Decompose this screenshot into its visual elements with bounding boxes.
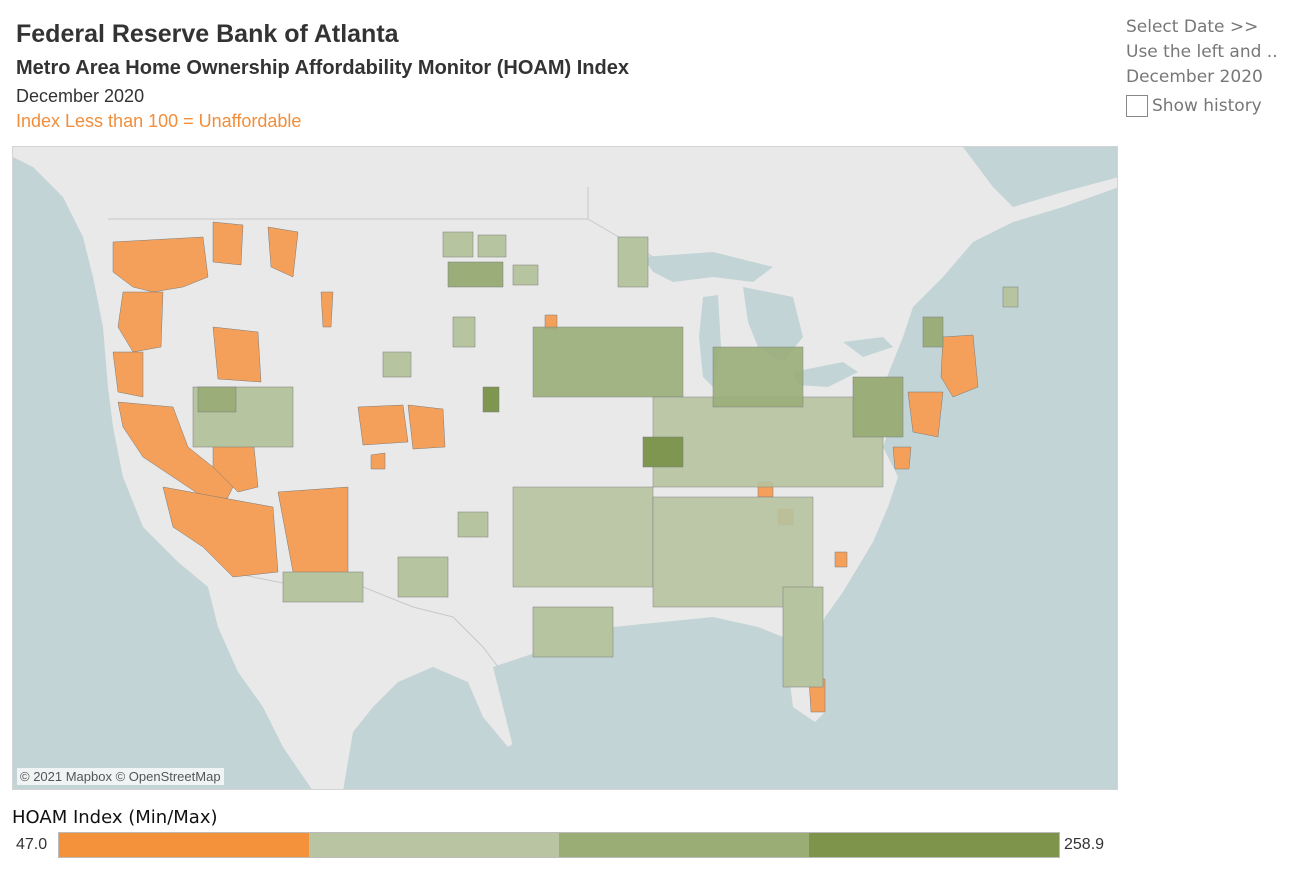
legend-swatch-unaffordable — [59, 833, 309, 857]
affordable-metros[interactable] — [192, 231, 1019, 688]
metro-area[interactable] — [447, 261, 504, 288]
great-lakes — [643, 252, 893, 387]
land-mass — [13, 147, 1117, 789]
report-date: December 2020 — [16, 86, 145, 106]
metro-area[interactable] — [320, 291, 334, 328]
metro-area[interactable] — [782, 586, 824, 688]
map-view[interactable]: © 2021 Mapbox © OpenStreetMap — [12, 146, 1118, 790]
metro-area[interactable] — [457, 511, 489, 538]
show-history-toggle[interactable]: Show history — [1126, 93, 1284, 118]
metro-area[interactable] — [357, 404, 409, 446]
gulf-of-mexico — [493, 625, 788, 789]
metro-area[interactable] — [162, 486, 279, 578]
metro-area[interactable] — [532, 606, 614, 658]
metro-area[interactable] — [382, 351, 412, 378]
metro-area[interactable] — [482, 386, 500, 413]
mountain-metros[interactable] — [357, 314, 558, 470]
show-history-label: Show history — [1152, 95, 1262, 116]
metro-area[interactable] — [652, 396, 884, 488]
metro-area[interactable] — [512, 264, 539, 286]
legend-swatch-light — [309, 833, 559, 857]
select-date-label[interactable]: Select Date >> — [1126, 17, 1259, 37]
metro-area[interactable] — [940, 334, 979, 398]
metro-area[interactable] — [892, 446, 912, 470]
metro-area[interactable] — [922, 316, 944, 348]
legend-title: HOAM Index (Min/Max) — [12, 807, 218, 828]
legend-min-value: 47.0 — [16, 836, 48, 853]
show-history-checkbox[interactable] — [1126, 94, 1148, 117]
hudson-bay — [963, 147, 1117, 207]
map-attribution: © 2021 Mapbox © OpenStreetMap — [17, 768, 224, 785]
legend-swatch-mid — [559, 833, 809, 857]
metro-area[interactable] — [532, 326, 684, 398]
metro-area[interactable] — [112, 351, 144, 398]
metro-area[interactable] — [512, 486, 654, 588]
metro-area[interactable] — [907, 391, 944, 438]
legend-swatch-dark — [809, 833, 1059, 857]
metro-area[interactable] — [477, 234, 507, 258]
metro-area[interactable] — [397, 556, 449, 598]
baja-peninsula — [228, 572, 313, 757]
current-date-value[interactable]: December 2020 — [1126, 67, 1263, 87]
map-canvas[interactable] — [13, 147, 1118, 790]
slider-instructions: Use the left and .. — [1126, 42, 1278, 62]
metro-area[interactable] — [712, 346, 804, 408]
metro-area[interactable] — [852, 376, 904, 438]
date-controls: Select Date >> Use the left and .. Decem… — [1126, 16, 1284, 118]
metro-area[interactable] — [407, 404, 446, 450]
affordability-note: Index Less than 100 = Unaffordable — [16, 111, 302, 131]
metro-area[interactable] — [212, 326, 262, 383]
metro-area[interactable] — [267, 226, 299, 278]
metro-area[interactable] — [834, 551, 848, 568]
metro-area[interactable] — [117, 291, 164, 353]
organization-title: Federal Reserve Bank of Atlanta — [16, 20, 399, 48]
metro-area[interactable] — [282, 571, 364, 603]
east-coast-metros[interactable] — [757, 334, 979, 713]
west-coast-metros[interactable] — [112, 221, 349, 578]
metro-area[interactable] — [1002, 286, 1019, 308]
legend-max-value: 258.9 — [1064, 836, 1105, 853]
metro-area[interactable] — [212, 221, 244, 266]
metro-area[interactable] — [370, 452, 386, 470]
metro-area[interactable] — [452, 316, 476, 348]
metro-area[interactable] — [112, 236, 209, 293]
metro-area[interactable] — [617, 236, 649, 288]
metro-area[interactable] — [442, 231, 474, 258]
metro-area[interactable] — [197, 386, 237, 413]
legend-color-scale — [58, 832, 1060, 858]
report-subtitle: Metro Area Home Ownership Affordability … — [16, 57, 629, 79]
metro-area[interactable] — [642, 436, 684, 468]
